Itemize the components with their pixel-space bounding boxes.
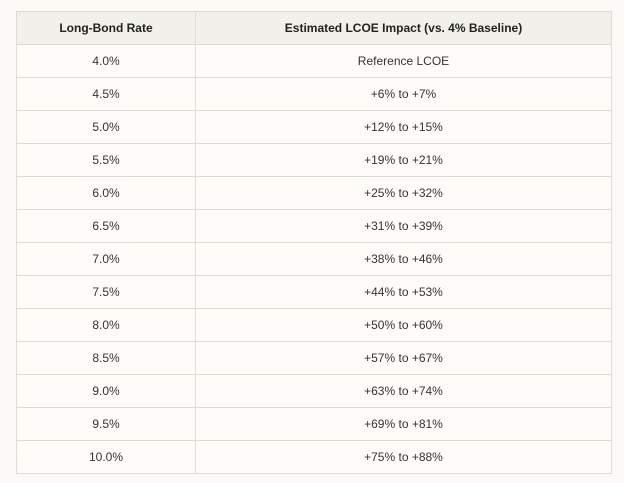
impact-cell: +6% to +7% (195, 77, 612, 111)
impact-cell: +25% to +32% (195, 176, 612, 210)
impact-cell: +63% to +74% (195, 374, 612, 408)
table-row: 6.0% +25% to +32% (16, 176, 612, 210)
table-row: 8.0% +50% to +60% (16, 308, 612, 342)
table-row: 4.0% Reference LCOE (16, 44, 612, 78)
impact-cell: +69% to +81% (195, 407, 612, 441)
rate-cell: 7.5% (16, 275, 196, 309)
impact-cell: +75% to +88% (195, 440, 612, 474)
rate-cell: 9.5% (16, 407, 196, 441)
rate-cell: 4.0% (16, 44, 196, 78)
table-row: 6.5% +31% to +39% (16, 209, 612, 243)
impact-cell: +44% to +53% (195, 275, 612, 309)
rate-cell: 4.5% (16, 77, 196, 111)
rate-cell: 5.0% (16, 110, 196, 144)
impact-cell: +19% to +21% (195, 143, 612, 177)
rate-cell: 8.0% (16, 308, 196, 342)
impact-cell: Reference LCOE (195, 44, 612, 78)
lcoe-table: Long-Bond Rate Estimated LCOE Impact (vs… (16, 11, 612, 474)
table-row: 8.5% +57% to +67% (16, 341, 612, 375)
rate-cell: 7.0% (16, 242, 196, 276)
table-row: 7.0% +38% to +46% (16, 242, 612, 276)
table-row: 9.5% +69% to +81% (16, 407, 612, 441)
table-body: 4.0% Reference LCOE 4.5% +6% to +7% 5.0% +12%… (16, 44, 612, 474)
rate-cell: 9.0% (16, 374, 196, 408)
table-row: 5.0% +12% to +15% (16, 110, 612, 144)
table-row: 5.5% +19% to +21% (16, 143, 612, 177)
impact-cell: +38% to +46% (195, 242, 612, 276)
table-row: 7.5% +44% to +53% (16, 275, 612, 309)
table-row: 10.0% +75% to +88% (16, 440, 612, 474)
rate-cell: 5.5% (16, 143, 196, 177)
impact-cell: +50% to +60% (195, 308, 612, 342)
impact-cell: +12% to +15% (195, 110, 612, 144)
table-header-row: Long-Bond Rate Estimated LCOE Impact (vs… (16, 11, 612, 45)
impact-cell: +57% to +67% (195, 341, 612, 375)
rate-cell: 10.0% (16, 440, 196, 474)
table-row: 9.0% +63% to +74% (16, 374, 612, 408)
header-lcoe-impact: Estimated LCOE Impact (vs. 4% Baseline) (195, 11, 612, 45)
impact-cell: +31% to +39% (195, 209, 612, 243)
rate-cell: 6.0% (16, 176, 196, 210)
lcoe-table-container: Long-Bond Rate Estimated LCOE Impact (vs… (16, 11, 612, 474)
rate-cell: 8.5% (16, 341, 196, 375)
rate-cell: 6.5% (16, 209, 196, 243)
table-row: 4.5% +6% to +7% (16, 77, 612, 111)
header-long-bond-rate: Long-Bond Rate (16, 11, 196, 45)
